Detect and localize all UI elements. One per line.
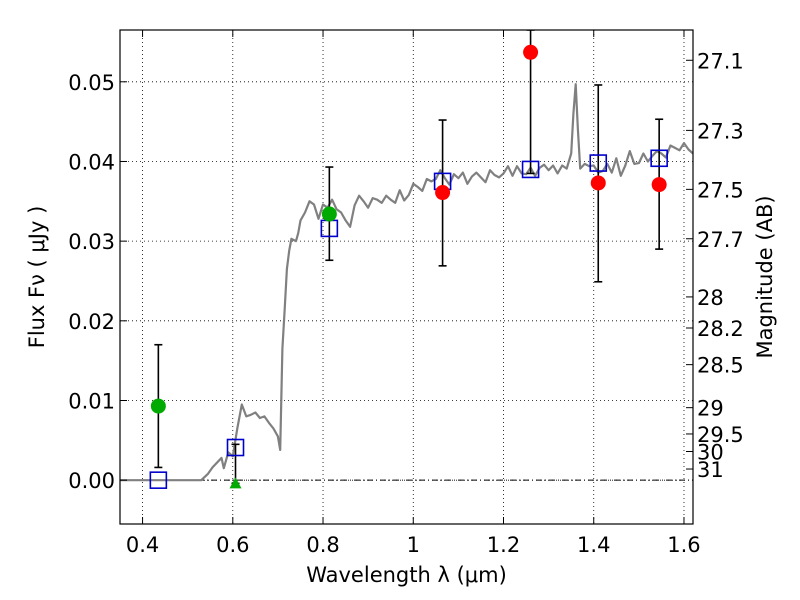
x-tick-label: 1.4 [577,533,610,557]
flux-point-circle [590,175,606,191]
model-photometry-square [149,471,168,489]
right-axis-tick-label: 27.7 [697,228,744,252]
right-axis-tick-label: 28 [697,286,724,310]
x-axis-label: Wavelength λ (μm) [306,563,507,587]
x-tick-label: 0.8 [306,533,339,557]
y-tick-label: 0.03 [68,230,115,254]
right-axis-tick-label: 29 [697,397,724,421]
flux-point-circle [321,206,337,222]
y-tick-label: 0.01 [68,390,115,414]
x-tick-label: 1 [407,533,420,557]
x-tick-label: 1.2 [487,533,520,557]
model-photometry-square [650,149,668,168]
right-axis-tick-label: 30 [697,440,724,464]
right-axis-tick-label: 27.3 [697,119,744,143]
flux-point-circle [435,185,451,201]
flux-point-circle [150,398,166,414]
model-photometry-square [521,160,540,179]
plot-frame [119,29,694,525]
y-tick-label: 0.05 [68,71,115,95]
right-axis-tick-label: 27.1 [697,49,744,73]
x-tick-label: 1.6 [667,533,700,557]
right-axis-tick-label: 28.5 [697,354,744,378]
right-axis-tick-label: 27.5 [697,178,744,202]
axis-ticks: 0.4 0.6 0.8 1 1.2 1.4 1.6 0.00 0.01 0.02 0.03 0.04 0… [68,30,744,557]
flux-point-circle [651,177,667,193]
flux-point-circle [523,44,539,60]
y-tick-label: 0.04 [68,150,115,174]
model-photometry-square [589,154,608,172]
y-tick-label: 0.00 [68,469,115,493]
upper-limit-triangle [229,477,242,489]
right-axis-label: Magnitude (AB) [753,195,777,358]
plot-content [120,30,693,489]
model-photometry-square [226,438,245,457]
right-axis-tick-label: 28.2 [697,317,744,341]
right-axis-tick-label: 29.5 [697,423,744,447]
y-tick-label: 0.02 [68,310,115,334]
right-axis-tick-label: 31 [697,458,724,482]
x-tick-label: 0.6 [216,533,249,557]
x-tick-label: 0.4 [126,533,159,557]
y-axis-label: Flux Fν ( μJy ) [25,206,49,349]
